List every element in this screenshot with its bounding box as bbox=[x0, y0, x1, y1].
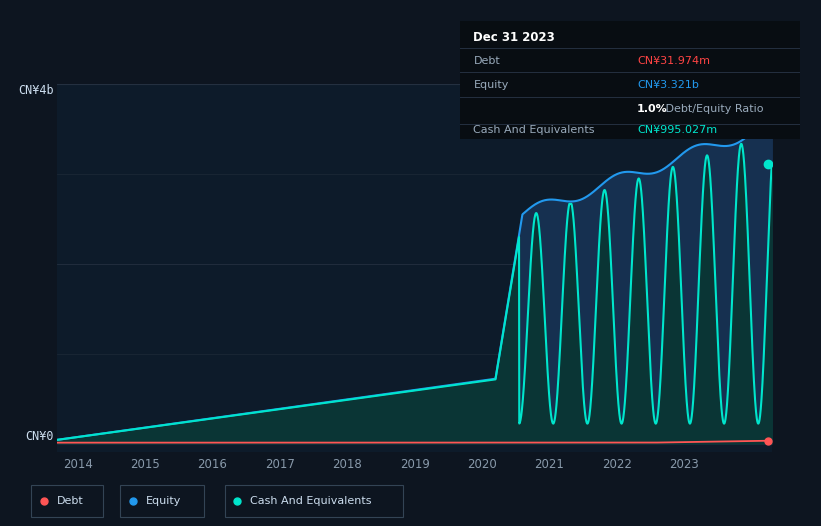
Text: 1.0%: 1.0% bbox=[637, 104, 667, 114]
Text: CN¥3.321b: CN¥3.321b bbox=[637, 80, 699, 90]
Text: Debt/Equity Ratio: Debt/Equity Ratio bbox=[663, 104, 764, 114]
Text: CN¥995.027m: CN¥995.027m bbox=[637, 125, 717, 135]
Text: CN¥0: CN¥0 bbox=[25, 430, 54, 443]
Text: Cash And Equivalents: Cash And Equivalents bbox=[250, 496, 372, 506]
Text: Equity: Equity bbox=[146, 496, 181, 506]
Text: Debt: Debt bbox=[474, 56, 500, 66]
Text: Cash And Equivalents: Cash And Equivalents bbox=[474, 125, 595, 135]
Text: Debt: Debt bbox=[57, 496, 84, 506]
Text: CN¥31.974m: CN¥31.974m bbox=[637, 56, 710, 66]
Text: Equity: Equity bbox=[474, 80, 509, 90]
Text: CN¥4b: CN¥4b bbox=[18, 84, 54, 97]
Text: Dec 31 2023: Dec 31 2023 bbox=[474, 31, 555, 44]
